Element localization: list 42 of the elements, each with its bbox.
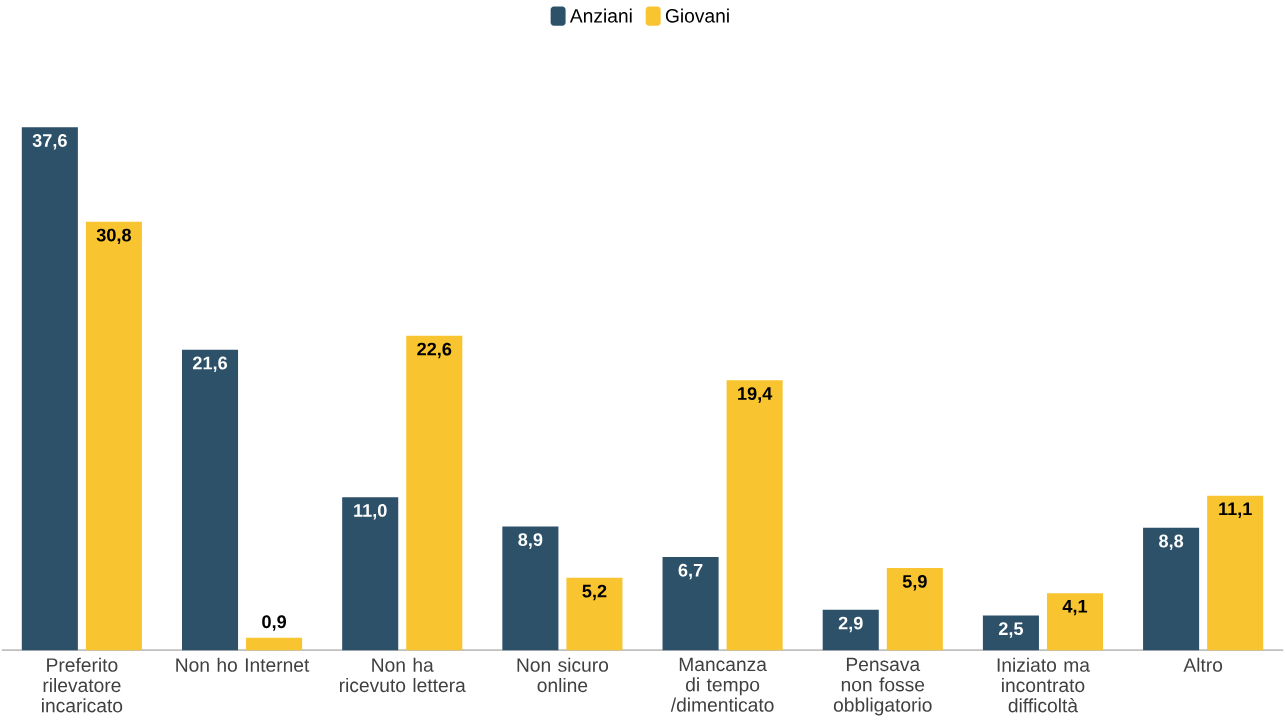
bar: [662, 557, 719, 651]
x-tick-label: Iniziato ma incontrato difficoltà: [997, 657, 1090, 713]
bar: [886, 568, 943, 651]
legend-label: Anziani: [569, 8, 632, 23]
bar: [726, 380, 783, 651]
bar: [21, 127, 78, 651]
bar: [502, 526, 559, 651]
data-label: 6,7: [678, 564, 703, 580]
bar: [406, 336, 463, 651]
data-label: 8,8: [1159, 534, 1184, 551]
data-label: 5,2: [582, 584, 607, 601]
legend-label: Giovani: [665, 8, 729, 23]
x-tick-label: Non sicuro online: [517, 657, 609, 693]
data-label: 11,1: [1219, 502, 1252, 519]
data-label: 5,9: [902, 575, 927, 591]
x-tick-label: Pensava non fosse obbligatorio: [833, 657, 932, 716]
x-tick-label: Mancanza di tempo /dimenticato: [670, 657, 774, 712]
bar: [822, 610, 879, 651]
bar: [1143, 527, 1200, 651]
bar: [566, 578, 623, 651]
data-label: 37,6: [32, 134, 67, 150]
bar: [1046, 593, 1104, 651]
data-label: 8,9: [518, 533, 543, 549]
bar: [982, 615, 1039, 651]
x-tick-label: Non ha ricevuto lettera: [339, 657, 466, 693]
x-tick-label: Altro: [1183, 657, 1223, 673]
bar: [181, 349, 239, 651]
data-label: 30,8: [96, 228, 132, 245]
bar: [246, 637, 303, 651]
bar: [85, 221, 142, 651]
data-label: 21,6: [192, 356, 228, 373]
data-label: 0,9: [262, 615, 287, 632]
x-tick-label: Non ho Internet: [176, 657, 310, 673]
x-tick-label: Preferito rilevatore incaricato: [42, 657, 123, 713]
bar: [1207, 495, 1264, 651]
data-label: 4,1: [1062, 600, 1088, 616]
data-label: 22,6: [417, 342, 452, 359]
data-label: 2,5: [998, 622, 1024, 638]
bar: [342, 497, 399, 651]
data-label: 19,4: [738, 387, 773, 403]
data-label: 2,9: [838, 616, 863, 633]
data-label: 11,0: [354, 504, 387, 520]
